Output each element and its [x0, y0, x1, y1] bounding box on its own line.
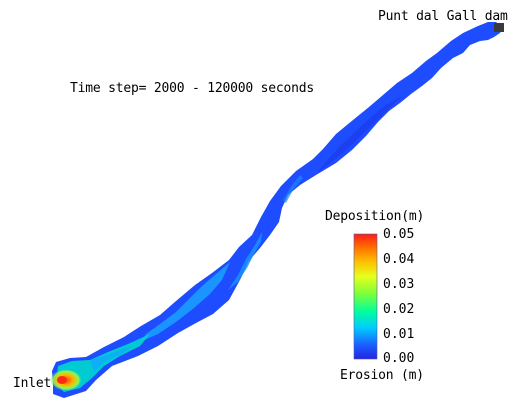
dam-label: Punt dal Gall dam — [378, 9, 508, 24]
deposition-hotspot-core — [57, 376, 67, 384]
inlet-label: Inlet — [13, 376, 52, 391]
shallow-zone-mid — [228, 232, 262, 290]
colorbar-tick-label: 0.04 — [383, 252, 415, 267]
colorbar-tick-label: 0.02 — [383, 302, 415, 317]
colorbar-gradient — [354, 234, 377, 359]
shallow-zone-lower — [140, 262, 230, 342]
colorbar-frame — [353, 233, 378, 360]
colorbar-tick-label: 0.05 — [383, 227, 415, 242]
colorbar-tick-label: 0.01 — [383, 327, 415, 342]
colorbar-top-label: Deposition(m) — [325, 209, 425, 224]
colorbar-tick-label: 0.03 — [383, 277, 415, 292]
deposition-fan-outer — [90, 346, 132, 372]
shallow-zone-upper — [283, 175, 303, 203]
time-step-title: Time step= 2000 - 120000 seconds — [70, 81, 315, 96]
colorbar-bottom-label: Erosion (m) — [340, 368, 424, 383]
colorbar-tick-label: 0.00 — [383, 351, 415, 366]
reservoir-body — [52, 22, 503, 398]
dam-block — [494, 23, 504, 32]
deep-basin — [318, 96, 402, 172]
